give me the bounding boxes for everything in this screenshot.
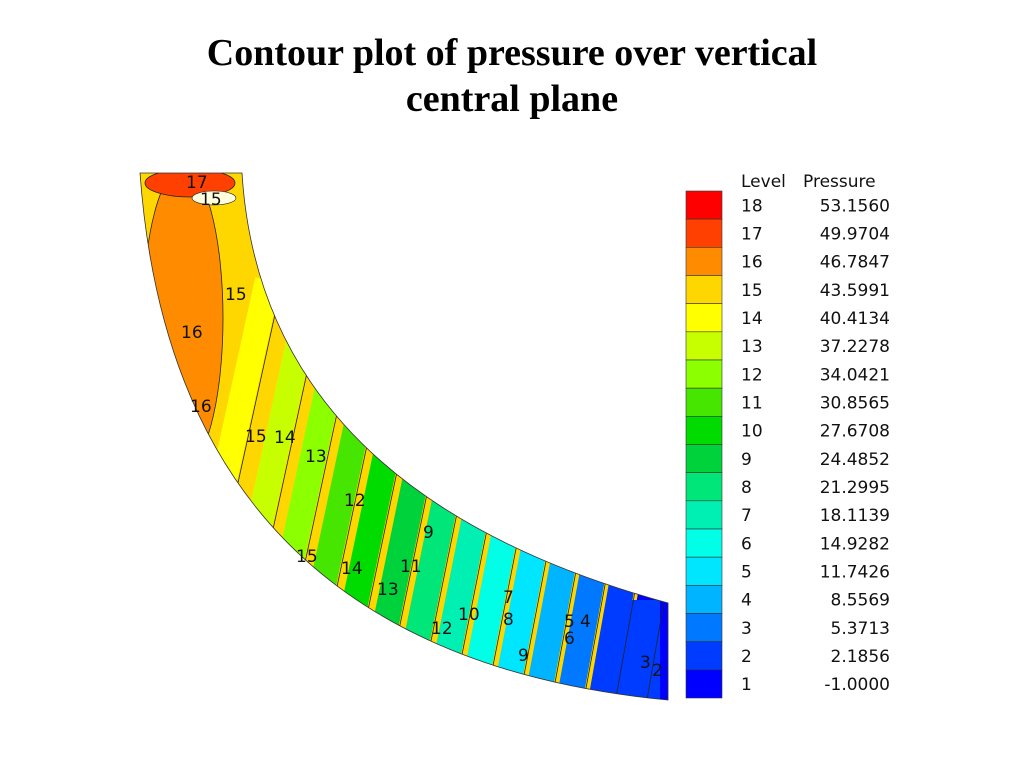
contour-line xyxy=(640,544,668,700)
legend-swatch-12 xyxy=(685,359,723,389)
legend-level-7: 7 xyxy=(741,506,752,526)
contour-label: 6 xyxy=(564,629,575,649)
legend-swatch-3 xyxy=(685,613,723,642)
contour-label: 13 xyxy=(305,447,327,467)
legend-swatch-13 xyxy=(685,331,723,361)
legend-swatch-14 xyxy=(685,303,723,333)
legend-swatch-11 xyxy=(685,387,723,417)
legend-value-11: 30.8565 xyxy=(820,393,890,413)
contour-label: 15 xyxy=(296,547,318,567)
contour-label: 11 xyxy=(400,557,422,577)
contour-label: 15 xyxy=(245,427,267,447)
legend-swatch-15 xyxy=(685,275,723,304)
contour-label: 16 xyxy=(181,323,203,343)
legend-value-9: 24.4852 xyxy=(820,450,890,470)
legend-swatch-5 xyxy=(685,556,723,586)
contour-label: 13 xyxy=(377,580,399,600)
legend-value-14: 40.4134 xyxy=(820,309,890,329)
legend-level-11: 11 xyxy=(741,393,763,413)
legend-level-6: 6 xyxy=(741,534,752,554)
contour-label: 15 xyxy=(225,285,247,305)
contour-region-15-island xyxy=(191,190,237,206)
legend-level-5: 5 xyxy=(741,562,752,582)
contour-label: 4 xyxy=(580,612,591,632)
contour-label: 14 xyxy=(274,428,296,448)
legend-value-1: -1.0000 xyxy=(824,675,890,695)
legend-swatch-8 xyxy=(685,472,723,502)
legend-level-18: 18 xyxy=(741,196,763,216)
contour-label: 12 xyxy=(431,619,453,639)
contour-label: 15 xyxy=(200,190,222,210)
contour-label: 9 xyxy=(518,646,529,666)
legend-swatch-10 xyxy=(685,416,723,445)
legend-swatch-2 xyxy=(685,641,723,671)
legend-level-10: 10 xyxy=(741,422,763,442)
contour-label: 8 xyxy=(503,610,514,630)
legend-value-10: 27.6708 xyxy=(820,422,890,442)
legend-level-16: 16 xyxy=(741,253,763,273)
legend-header-level: Level xyxy=(741,172,786,192)
contour-label: 5 xyxy=(564,612,575,632)
legend-level-12: 12 xyxy=(741,365,763,385)
legend-level-13: 13 xyxy=(741,337,763,357)
legend-level-1: 1 xyxy=(741,675,752,695)
legend-header-pressure: Pressure xyxy=(803,172,876,192)
legend-value-7: 18.1139 xyxy=(820,506,890,526)
slide-title: Contour plot of pressure over vertical c… xyxy=(0,30,1024,122)
legend-value-17: 49.9704 xyxy=(820,224,890,244)
legend-swatch-17 xyxy=(685,218,723,248)
legend-value-3: 5.3713 xyxy=(831,619,890,639)
contour-label: 16 xyxy=(190,397,212,417)
legend-level-4: 4 xyxy=(741,591,752,611)
legend-level-3: 3 xyxy=(741,619,752,639)
contour-label: 17 xyxy=(186,173,208,193)
legend-swatch-1 xyxy=(685,669,723,699)
legend-value-2: 2.1856 xyxy=(831,647,890,667)
contour-label: 2 xyxy=(652,661,663,681)
legend-swatch-16 xyxy=(685,247,723,276)
contour-label: 9 xyxy=(423,523,434,543)
contour-label: 3 xyxy=(640,653,651,673)
contour-region-2 xyxy=(600,600,660,700)
slide-title-line-2: central plane xyxy=(405,78,619,120)
legend-level-9: 9 xyxy=(741,450,752,470)
legend-value-13: 37.2278 xyxy=(820,337,890,357)
legend-swatch-4 xyxy=(685,585,723,614)
legend-value-12: 34.0421 xyxy=(820,365,890,385)
contour-region-16 xyxy=(142,173,224,469)
legend-level-15: 15 xyxy=(741,281,763,301)
legend-level-2: 2 xyxy=(741,647,752,667)
legend-value-4: 8.5569 xyxy=(831,591,890,611)
legend-level-14: 14 xyxy=(741,309,763,329)
legend-swatch-9 xyxy=(685,444,723,473)
legend-value-8: 21.2995 xyxy=(820,478,890,498)
contour-label: 10 xyxy=(458,605,480,625)
legend-level-8: 8 xyxy=(741,478,752,498)
pressure-field xyxy=(140,173,668,700)
legend-swatch-18 xyxy=(685,190,723,220)
legend-level-17: 17 xyxy=(741,224,763,244)
legend-value-6: 14.9282 xyxy=(820,534,890,554)
legend-swatch-7 xyxy=(685,500,723,530)
legend-value-18: 53.1560 xyxy=(820,196,890,216)
legend-value-15: 43.5991 xyxy=(820,281,890,301)
legend-swatch-6 xyxy=(685,528,723,558)
legend-value-5: 11.7426 xyxy=(820,562,890,582)
contour-label: 7 xyxy=(503,588,514,608)
contour-region-17 xyxy=(144,173,236,198)
slide-title-line-1: Contour plot of pressure over vertical xyxy=(206,32,818,74)
legend-value-16: 46.7847 xyxy=(820,253,890,273)
contour-label: 12 xyxy=(344,491,366,511)
contour-label: 14 xyxy=(341,559,363,579)
duct-outline xyxy=(139,172,669,701)
